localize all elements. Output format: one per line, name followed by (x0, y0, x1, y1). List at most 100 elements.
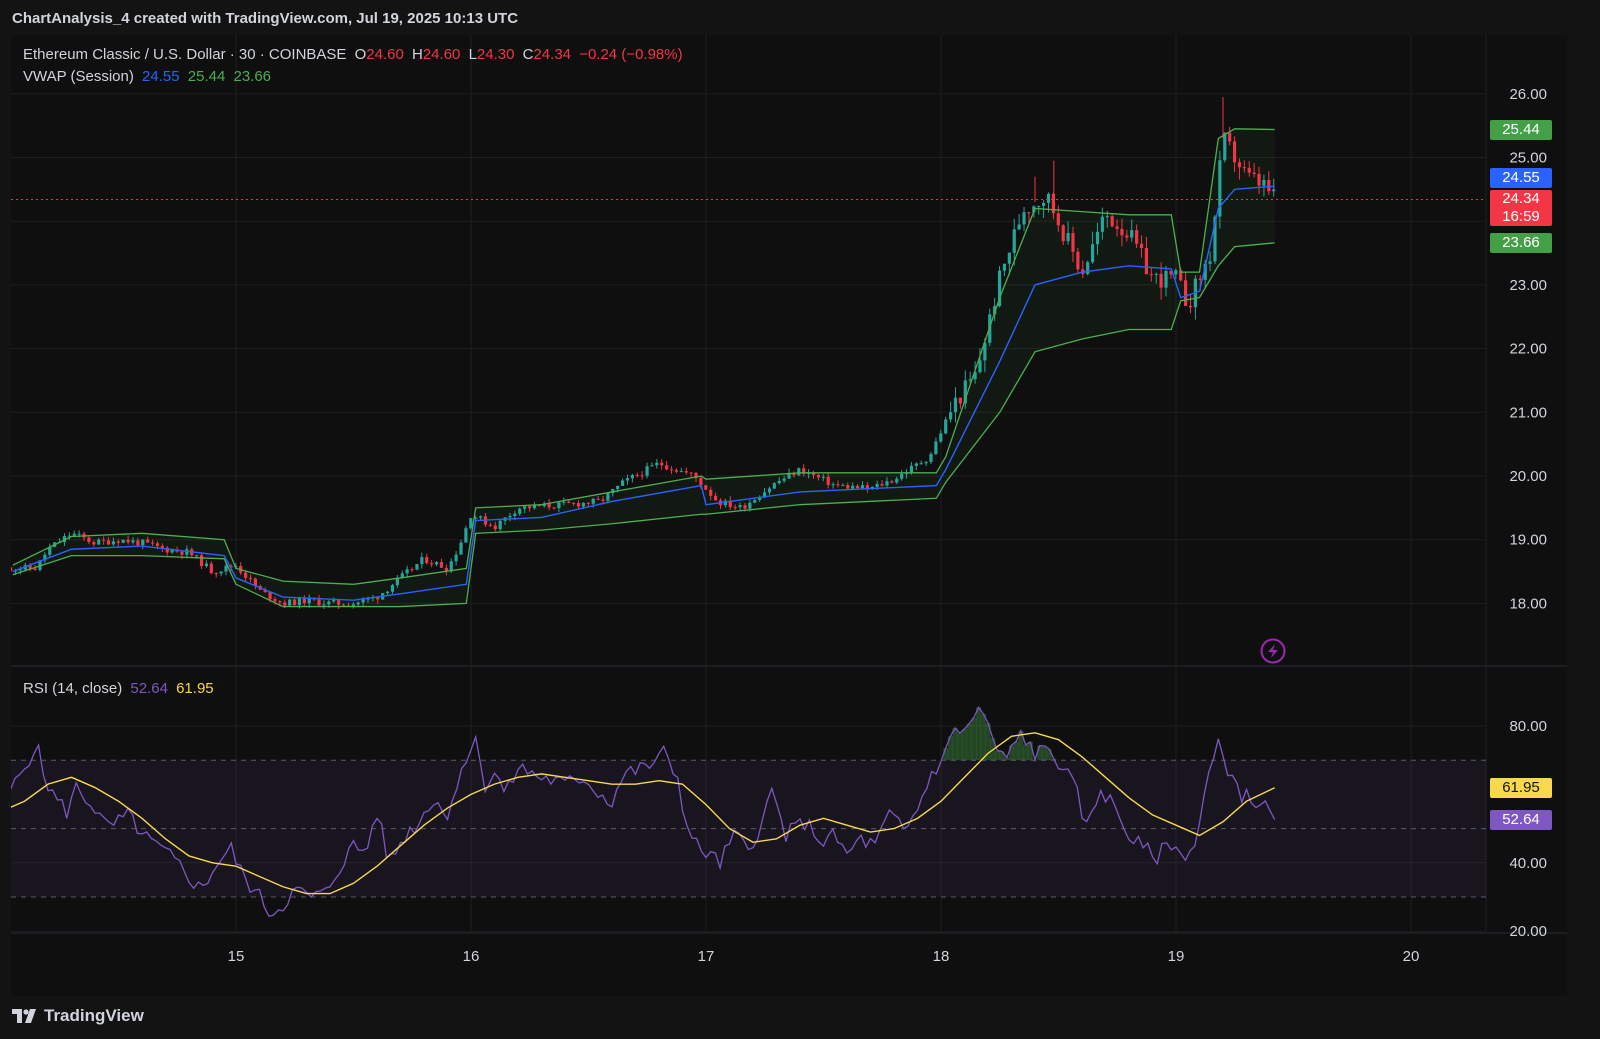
candle-body (748, 502, 752, 509)
y-tick-label: 18.00 (1509, 595, 1547, 612)
candle-body (43, 554, 47, 561)
candle-body (136, 540, 140, 546)
candle-body (807, 472, 811, 475)
candle-body (302, 597, 306, 604)
candle-body (527, 506, 532, 509)
candle-body (650, 465, 654, 467)
vwap-label[interactable]: VWAP (Session) (23, 68, 134, 85)
candle-body (611, 489, 615, 494)
candle-body (875, 484, 879, 487)
symbol-name[interactable]: Ethereum Classic / U.S. Dollar · 30 · CO… (23, 46, 347, 63)
candle-body (430, 563, 434, 565)
candle-body (860, 485, 865, 489)
rsi-y-tick-label: 40.00 (1509, 855, 1547, 872)
candle-body (841, 485, 845, 487)
x-tick-label: 18 (933, 948, 950, 965)
candle-body (944, 419, 948, 434)
candle-body (953, 397, 958, 413)
x-tick-label: 17 (698, 948, 715, 965)
candle-body (121, 539, 125, 543)
rsi-label[interactable]: RSI (14, close) (23, 680, 123, 697)
candle-body (1198, 278, 1202, 280)
rsi-y-tick-label: 80.00 (1509, 718, 1547, 735)
candle-body (855, 485, 860, 489)
candle-body (591, 498, 595, 504)
candle-body (1130, 230, 1134, 238)
candle-body (772, 483, 776, 489)
candle-body (723, 500, 727, 506)
candle-body (1046, 193, 1051, 203)
candle-body (630, 475, 634, 479)
candle-body (709, 489, 713, 496)
candle-body (914, 463, 918, 466)
candle-body (160, 545, 164, 548)
candle-body (1071, 233, 1075, 252)
candle-body (1149, 274, 1153, 276)
low-value: 24.30 (476, 46, 515, 63)
price-chart-svg[interactable]: 15 16 17 18 19 20 18.00 19.00 20.00 21.00 22.00 23.… (11, 35, 1567, 996)
lightning-icon[interactable] (1260, 638, 1286, 664)
candle-body (395, 577, 399, 586)
candle-body (508, 516, 512, 518)
candle-body (1154, 273, 1158, 275)
candle-body (131, 540, 135, 543)
rsi-tag: 52.64 (1490, 810, 1552, 830)
candle-body (11, 567, 13, 572)
candle-body (973, 372, 977, 380)
candle-body (782, 478, 786, 481)
indicator-lines (11, 128, 1486, 608)
rsi-pane (11, 706, 1486, 917)
candle-body (434, 562, 439, 565)
candle-body (895, 478, 899, 483)
close-value: 24.34 (533, 46, 572, 63)
candle-body (18, 569, 22, 571)
candle-body (753, 500, 757, 503)
candle-body (929, 454, 933, 462)
tradingview-logo[interactable]: TradingView (12, 1006, 144, 1026)
vwap-upper-line (12, 128, 1275, 585)
vwap-band-fill (12, 128, 1275, 607)
candle-body (1012, 229, 1016, 253)
candle-body (376, 597, 380, 600)
candle-body (1056, 213, 1060, 226)
price-legend[interactable]: Ethereum Classic / U.S. Dollar · 30 · CO… (23, 46, 687, 63)
candle-body (532, 504, 537, 509)
candle-body (356, 602, 360, 605)
vwap-value: 24.55 (142, 68, 180, 85)
chart-panel[interactable]: 15 16 17 18 19 20 18.00 19.00 20.00 21.00 22.00 23.… (11, 35, 1567, 996)
candle-body (77, 533, 81, 535)
rsi-legend[interactable]: RSI (14, close) 52.64 61.95 (23, 680, 218, 697)
candle-body (606, 493, 610, 501)
candle-body (1223, 132, 1227, 161)
candle-body (1017, 224, 1021, 230)
candle-body (958, 397, 962, 404)
candle-body (405, 569, 409, 574)
candle-body (1247, 167, 1251, 173)
candle-body (444, 567, 448, 572)
candle-body (983, 342, 987, 361)
candle-body (640, 475, 644, 477)
candle-body (1272, 189, 1276, 192)
vwap-legend[interactable]: VWAP (Session) 24.55 25.44 23.66 (23, 68, 275, 85)
candle-body (415, 564, 419, 570)
candle-body (762, 492, 767, 498)
candle-body (209, 563, 213, 574)
candle-body (361, 599, 365, 603)
candle-body (243, 572, 248, 578)
candle-body (425, 557, 429, 564)
candle-body (253, 578, 257, 586)
candle-body (1139, 243, 1144, 249)
candle-body (523, 506, 527, 509)
candle-body (821, 476, 825, 478)
vwap-lower-line (12, 242, 1275, 608)
candle-body (1086, 262, 1090, 275)
chart-header-title: ChartAnalysis_4 created with TradingView… (12, 10, 519, 27)
candle-body (836, 484, 840, 486)
rsi-ma-line (11, 732, 1276, 895)
candle-body (978, 360, 982, 373)
candle-body (67, 535, 71, 537)
candle-body (811, 472, 816, 475)
candle-body (586, 502, 590, 504)
candle-body (674, 470, 679, 472)
candle-body (904, 473, 909, 475)
